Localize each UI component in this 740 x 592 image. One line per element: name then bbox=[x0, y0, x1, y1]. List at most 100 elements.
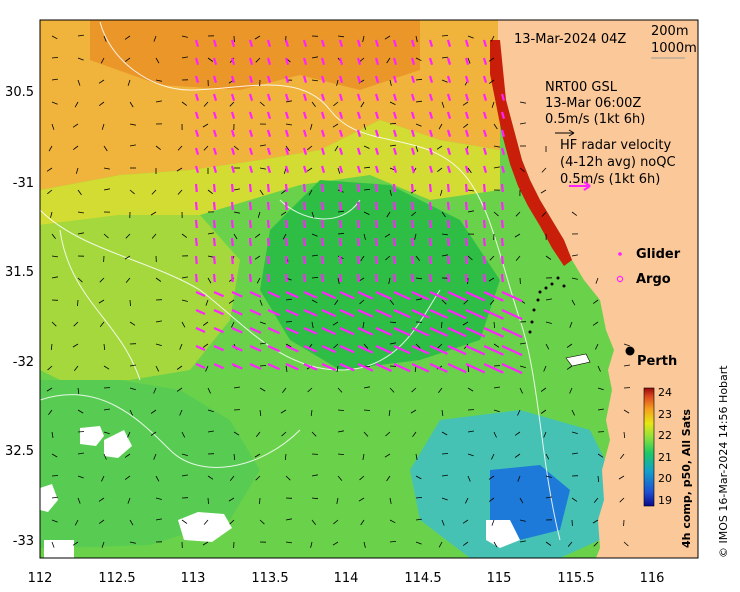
model-arrow bbox=[467, 365, 470, 373]
radar-arrow bbox=[213, 290, 225, 298]
radar-arrow bbox=[266, 237, 270, 247]
radar-arrow bbox=[429, 290, 448, 301]
model-arrow bbox=[207, 409, 214, 413]
model-arrow bbox=[519, 540, 526, 543]
radar-arrow bbox=[321, 326, 337, 336]
radar-arrow bbox=[302, 57, 308, 66]
model-arrow bbox=[74, 519, 79, 526]
model-arrow bbox=[489, 299, 495, 305]
model-arrow bbox=[233, 188, 240, 191]
model-arrow bbox=[311, 277, 319, 279]
model-arrow bbox=[545, 453, 550, 460]
model-arrow bbox=[545, 298, 552, 301]
lat-tick: 32.5 bbox=[5, 444, 34, 459]
model-arrow bbox=[545, 541, 552, 546]
lat-tick: -32 bbox=[13, 355, 34, 370]
radar-arrow bbox=[482, 39, 488, 48]
model-arrow bbox=[307, 145, 313, 151]
model-arrow bbox=[181, 35, 188, 38]
model-arrow bbox=[103, 431, 110, 435]
colorbar bbox=[643, 387, 655, 507]
radar-arrow bbox=[393, 326, 411, 337]
radar-arrow bbox=[338, 129, 344, 138]
model-arrow bbox=[285, 145, 290, 152]
model-arrow bbox=[103, 167, 110, 170]
radar-arrow bbox=[284, 165, 290, 174]
radar-arrow bbox=[248, 57, 254, 66]
model-arrow bbox=[100, 57, 105, 64]
colorbar-ticks: 24 23 22 21 20 19 bbox=[658, 386, 672, 507]
model-arrow bbox=[48, 409, 53, 416]
model-arrow bbox=[284, 453, 287, 461]
lon-tick: 113 bbox=[181, 571, 206, 586]
model-arrow bbox=[125, 233, 131, 239]
model-arrow bbox=[412, 431, 417, 438]
lon-tick: 112.5 bbox=[98, 571, 135, 586]
radar-arrow bbox=[500, 111, 506, 120]
credit-label: © IMOS 16-Mar-2024 14:56 Hobart bbox=[717, 365, 730, 558]
model-arrow bbox=[129, 409, 133, 416]
radar-arrow bbox=[356, 111, 362, 120]
radar-arrow bbox=[248, 111, 254, 120]
radar-arrow bbox=[212, 255, 216, 265]
radar-arrow bbox=[248, 75, 254, 84]
radar-arrow bbox=[392, 93, 398, 102]
model-arrow bbox=[129, 101, 134, 108]
radar-arrow bbox=[212, 273, 216, 283]
radar-arrow bbox=[482, 129, 488, 138]
radar-arrow bbox=[212, 183, 216, 193]
model-arrow bbox=[153, 35, 157, 42]
model-arrow bbox=[101, 123, 105, 130]
radar-arrow bbox=[374, 57, 380, 66]
model-arrow bbox=[233, 145, 239, 151]
model-arrow bbox=[337, 277, 340, 284]
model-arrow bbox=[77, 211, 84, 214]
model-arrow bbox=[259, 101, 265, 107]
model-arrow bbox=[337, 35, 344, 38]
radar-arrow bbox=[285, 344, 299, 353]
model-arrow bbox=[437, 167, 443, 173]
model-arrow bbox=[207, 189, 213, 195]
model-arrow bbox=[98, 497, 105, 502]
model-arrow bbox=[337, 167, 341, 174]
model-arrow bbox=[285, 541, 292, 544]
model-arrow bbox=[389, 497, 392, 504]
model-arrow bbox=[153, 387, 157, 394]
radar-arrow bbox=[392, 147, 398, 156]
model-arrow bbox=[155, 518, 162, 521]
model-arrow bbox=[334, 299, 339, 306]
model-arrow bbox=[386, 211, 391, 218]
argo-legend-label: Argo bbox=[636, 272, 671, 287]
model-arrow bbox=[592, 299, 599, 304]
radar-arrow bbox=[375, 362, 392, 373]
model-arrow bbox=[51, 431, 54, 438]
model-arrow bbox=[441, 254, 448, 257]
radar-arrow bbox=[230, 75, 236, 84]
radar-arrow bbox=[194, 273, 198, 283]
radar-arrow bbox=[320, 255, 324, 265]
model-arrow bbox=[129, 541, 136, 544]
model-arrow bbox=[332, 321, 339, 326]
plot-frame bbox=[39, 19, 699, 559]
radar-arrow bbox=[393, 290, 411, 301]
model-arrow bbox=[233, 453, 236, 461]
model-arrow bbox=[51, 123, 55, 130]
radar-arrow bbox=[446, 165, 452, 174]
model-arrow bbox=[441, 79, 448, 83]
model-arrow bbox=[155, 79, 162, 82]
model-arrow bbox=[181, 56, 188, 59]
model-arrow bbox=[441, 497, 448, 501]
model-arrow bbox=[467, 387, 474, 392]
radar-arrow bbox=[212, 93, 218, 102]
radar-arrow bbox=[285, 326, 299, 335]
model-arrow bbox=[388, 277, 391, 284]
radar-arrow bbox=[357, 308, 374, 318]
hf-radar-velocity-arrows bbox=[194, 39, 523, 375]
model-arrow bbox=[311, 474, 318, 477]
radar-arrow bbox=[267, 326, 281, 335]
model-arrow bbox=[363, 123, 366, 130]
radar-arrow bbox=[392, 39, 398, 48]
model-arrow bbox=[462, 541, 469, 546]
model-arrow bbox=[51, 453, 58, 458]
